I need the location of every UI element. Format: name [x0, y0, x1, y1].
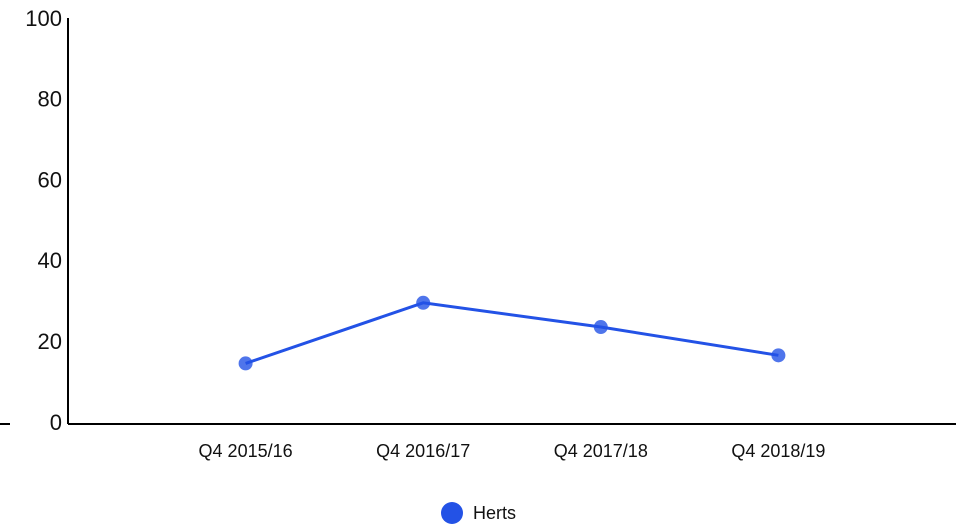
legend-label: Herts: [473, 503, 516, 523]
x-tick-label: Q4 2018/19: [731, 441, 825, 461]
x-tick-label: Q4 2016/17: [376, 441, 470, 461]
y-tick-label: 80: [38, 87, 62, 112]
x-tick-label: Q4 2017/18: [554, 441, 648, 461]
y-tick-label: 100: [25, 6, 62, 31]
x-tick-label: Q4 2015/16: [199, 441, 293, 461]
y-tick-label: 60: [38, 167, 62, 192]
y-tick-label: 20: [38, 329, 62, 354]
legend-marker: [441, 502, 463, 524]
y-tick-label: 0: [50, 410, 62, 435]
data-point: [593, 320, 608, 335]
series-line: [245, 301, 779, 365]
data-point: [771, 348, 786, 363]
y-tick-label: 40: [38, 248, 62, 273]
data-point: [238, 356, 253, 371]
data-point: [416, 295, 431, 310]
